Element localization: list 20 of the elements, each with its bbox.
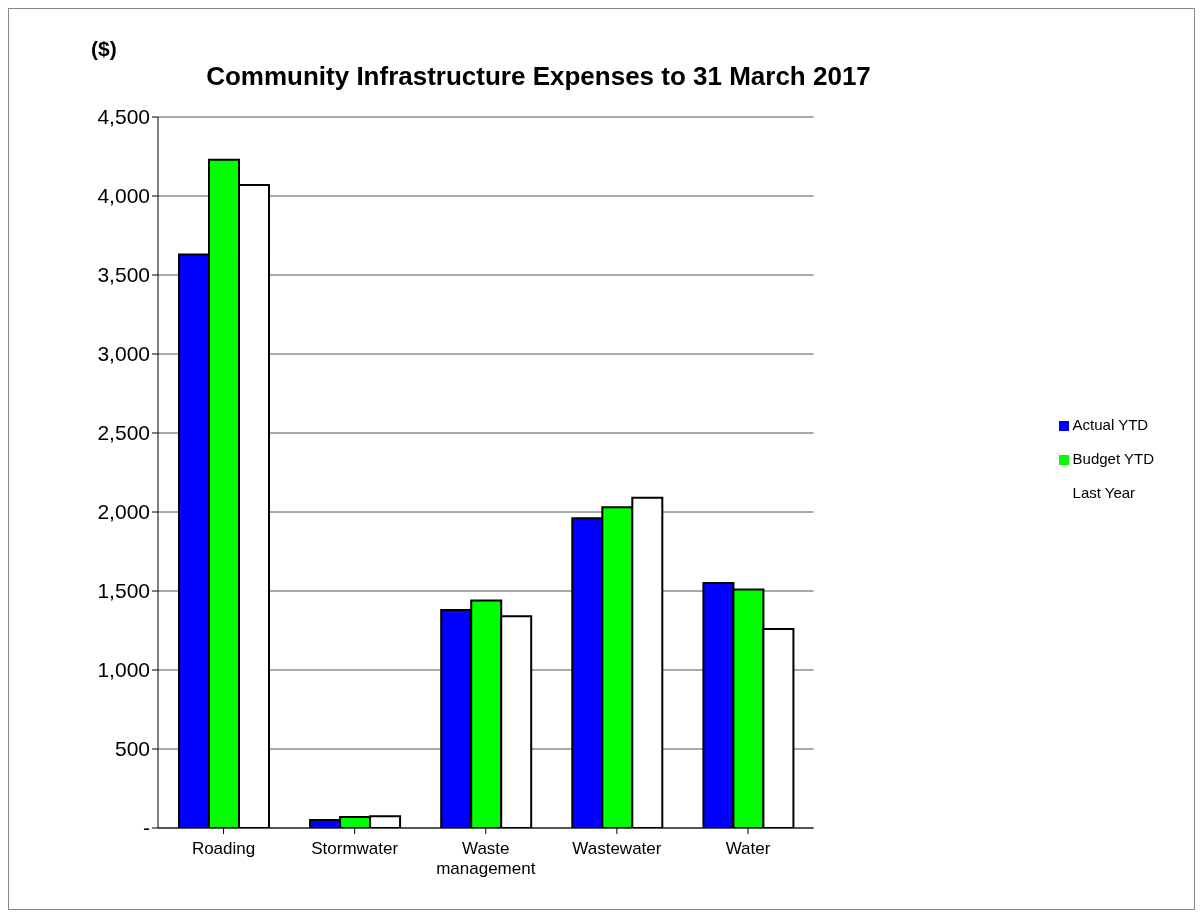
x-tick-label: Water [725, 839, 771, 858]
x-tick-label: Stormwater [311, 839, 399, 858]
y-tick-label: 3,000 [97, 342, 150, 366]
y-axis-title: ($) [91, 37, 117, 61]
y-tick-label: 2,500 [97, 421, 150, 445]
y-tick-label: 500 [114, 737, 150, 761]
y-tick-label: 2,000 [97, 500, 150, 524]
y-tick-label: 1,500 [97, 579, 150, 603]
y-tick-label: 1,000 [97, 658, 150, 682]
y-tick-label: 3,500 [97, 263, 150, 287]
text: Last Year [1072, 484, 1136, 501]
y-tick-label: - [143, 816, 150, 840]
y-tick-label: 4,000 [97, 184, 150, 208]
x-tick-label: Wastewater [572, 839, 662, 858]
x-tick-label: Roading [191, 839, 256, 858]
y-tick-label: 4,500 [97, 105, 150, 129]
legend-label: Budget YTD [1072, 450, 1154, 467]
legend-label: Actual YTD [1072, 416, 1149, 433]
chart-title: Community Infrastructure Expenses to 31 March 2017 [205, 61, 872, 92]
x-tick-label: Waste management [436, 839, 536, 878]
